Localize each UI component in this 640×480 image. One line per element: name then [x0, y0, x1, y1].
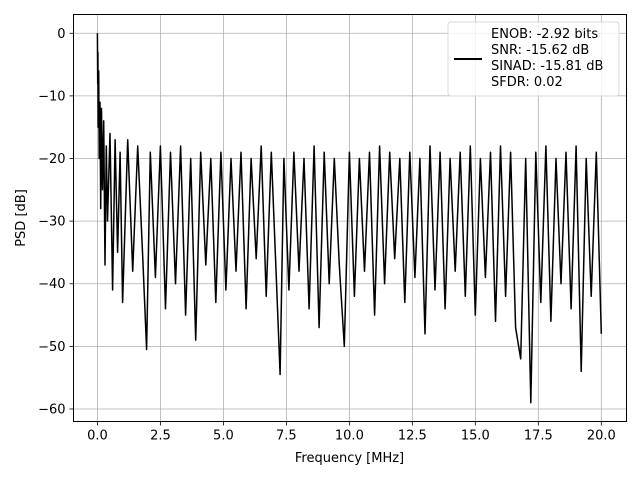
legend-entry-label: ENOB: -2.92 bits SNR: -15.62 dB SINAD: -15…: [491, 27, 603, 90]
x-tick-label: 17.5: [524, 429, 553, 444]
series-line-0: [96, 33, 603, 404]
y-tick-label: −30: [38, 215, 65, 230]
legend: ENOB: -2.92 bits SNR: -15.62 dB SINAD: -15…: [447, 21, 620, 97]
x-tick-label: 2.5: [150, 429, 171, 444]
y-tick-label: −60: [38, 402, 65, 417]
y-axis-label: PSD [dB]: [14, 189, 29, 247]
x-tick-label: 0.0: [87, 429, 108, 444]
legend-line-3: SFDR: 0.02: [491, 75, 563, 90]
x-tick-label: 7.5: [276, 429, 297, 444]
y-tick-label: −20: [38, 152, 65, 167]
y-tick-label: 0: [57, 27, 65, 42]
legend-line-2: SINAD: -15.81 dB: [491, 59, 603, 74]
legend-line-1: SNR: -15.62 dB: [491, 43, 589, 58]
x-axis-label: Frequency [MHz]: [295, 451, 404, 466]
y-ticks: 0 −10 −20 −30 −40 −50 −60: [38, 27, 74, 417]
plot-frame: [73, 14, 627, 422]
legend-line-0: ENOB: -2.92 bits: [491, 27, 598, 42]
x-tick-label: 5.0: [213, 429, 234, 444]
x-tick-label: 15.0: [461, 429, 490, 444]
x-tick-label: 10.0: [335, 429, 364, 444]
y-tick-label: −10: [38, 89, 65, 104]
x-tick-label: 12.5: [398, 429, 427, 444]
y-tick-label: −50: [38, 340, 65, 355]
series-layer: [96, 33, 603, 404]
legend-box: [447, 21, 620, 97]
x-ticks: 0.0 2.5 5.0 7.5 10.0 12.5 15.0 17.5 20.0: [87, 421, 616, 444]
y-tick-label: −40: [38, 277, 65, 292]
x-tick-label: 20.0: [587, 429, 616, 444]
